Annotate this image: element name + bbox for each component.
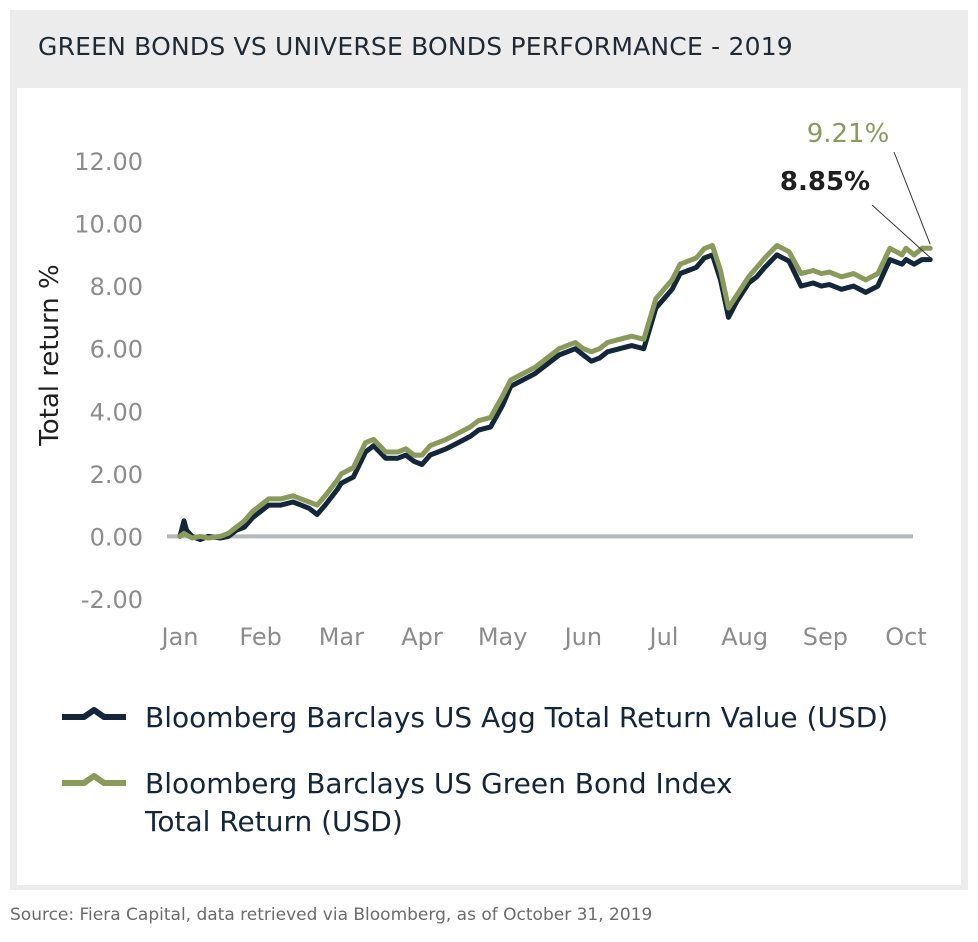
y-tick-label: 10.00	[74, 211, 143, 239]
annotation-leader-agg	[871, 204, 931, 258]
x-tick-label: Aug	[721, 623, 768, 651]
x-tick-label: Mar	[319, 623, 364, 651]
y-tick-label: 0.00	[90, 523, 143, 551]
legend-label: Bloomberg Barclays US Green Bond Index	[145, 767, 733, 800]
legend-label: Total Return (USD)	[144, 805, 403, 838]
x-tick-label: Apr	[401, 623, 443, 651]
x-tick-label: Oct	[885, 623, 927, 651]
y-tick-label: 6.00	[90, 336, 143, 364]
annotation-leader-green	[893, 151, 931, 245]
x-tick-label: Sep	[803, 623, 848, 651]
chart-panel	[17, 88, 961, 885]
y-tick-label: -2.00	[81, 586, 143, 614]
x-tick-label: Jan	[160, 623, 199, 651]
y-tick-label: 2.00	[90, 461, 143, 489]
series-line-green	[177, 243, 933, 541]
series-line-agg	[177, 252, 933, 543]
legend-swatch-agg	[62, 707, 126, 720]
y-tick-label: 8.00	[90, 273, 143, 301]
x-tick-label: Jul	[648, 623, 679, 651]
annotation-green: 9.21%	[807, 119, 890, 149]
y-axis-label: Total return %	[35, 264, 65, 446]
x-tick-label: Feb	[239, 623, 282, 651]
legend-swatch-green	[62, 773, 126, 786]
x-tick-label: May	[478, 623, 528, 651]
y-tick-label: 4.00	[90, 398, 143, 426]
y-tick-label: 12.00	[74, 148, 143, 176]
annotation-agg: 8.85%	[780, 167, 870, 197]
chart-title: GREEN BONDS VS UNIVERSE BONDS PERFORMANC…	[38, 32, 793, 61]
source-note: Source: Fiera Capital, data retrieved vi…	[10, 905, 653, 925]
title-bar: GREEN BONDS VS UNIVERSE BONDS PERFORMANC…	[10, 10, 968, 84]
x-tick-label: Jun	[563, 623, 603, 651]
legend-label: Bloomberg Barclays US Agg Total Return V…	[145, 701, 888, 734]
